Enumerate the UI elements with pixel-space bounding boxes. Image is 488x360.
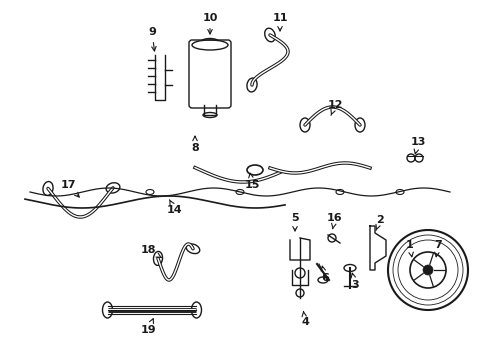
Text: 7: 7 [433,240,441,257]
Ellipse shape [299,118,309,132]
Text: 3: 3 [350,273,358,290]
Ellipse shape [246,78,257,92]
Text: 11: 11 [272,13,287,31]
Text: 12: 12 [326,100,342,115]
Text: 10: 10 [202,13,217,34]
Text: 18: 18 [140,245,161,257]
Text: 15: 15 [244,173,259,190]
Text: 4: 4 [301,311,308,327]
Ellipse shape [43,181,53,195]
Ellipse shape [264,28,275,42]
Ellipse shape [106,183,120,193]
Ellipse shape [186,244,199,253]
Ellipse shape [191,302,201,318]
Ellipse shape [354,118,364,132]
Text: 1: 1 [406,240,413,257]
Circle shape [422,265,432,275]
Text: 2: 2 [375,215,383,230]
Ellipse shape [153,251,162,265]
Text: 19: 19 [140,319,156,335]
Text: 6: 6 [321,266,328,283]
Text: 5: 5 [290,213,298,231]
Text: 8: 8 [191,136,199,153]
Ellipse shape [102,302,112,318]
FancyBboxPatch shape [189,40,230,108]
Text: 17: 17 [60,180,79,197]
Text: 14: 14 [167,200,183,215]
Text: 9: 9 [148,27,156,51]
Text: 13: 13 [409,137,425,154]
Text: 16: 16 [326,213,342,229]
